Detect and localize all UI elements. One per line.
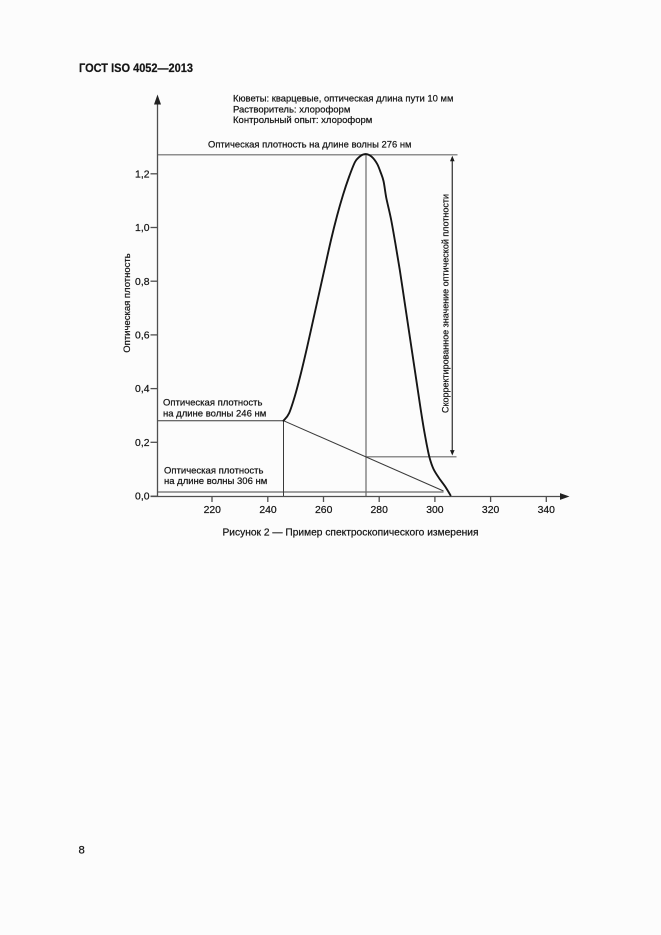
svg-text:Оптическая плотность: Оптическая плотность [164, 465, 263, 476]
svg-text:Оптическая плотность: Оптическая плотность [122, 253, 133, 352]
svg-text:ГОСТ ISO 4052—2013: ГОСТ ISO 4052—2013 [79, 61, 193, 75]
svg-text:300: 300 [426, 505, 444, 516]
svg-text:0,6: 0,6 [135, 331, 150, 342]
svg-text:Скорректированное значение опт: Скорректированное значение оптической пл… [441, 194, 452, 413]
svg-text:на длине волны 306 нм: на длине волны 306 нм [164, 476, 267, 487]
svg-text:320: 320 [482, 505, 500, 516]
svg-text:8: 8 [79, 844, 85, 856]
svg-text:Контрольный опыт: хлороформ: Контрольный опыт: хлороформ [233, 115, 372, 126]
svg-text:Оптическая плотность: Оптическая плотность [163, 397, 262, 408]
svg-text:1,0: 1,0 [135, 223, 150, 234]
svg-text:Рисунок 2 — Пример спектроскоп: Рисунок 2 — Пример спектроскопического и… [223, 528, 479, 539]
svg-text:0,4: 0,4 [135, 384, 150, 395]
svg-text:280: 280 [371, 505, 389, 516]
svg-text:Растворитель: хлороформ: Растворитель: хлороформ [233, 104, 350, 115]
svg-text:на длине волны 246 нм: на длине волны 246 нм [163, 408, 266, 419]
svg-text:0,8: 0,8 [135, 277, 150, 288]
svg-text:0,2: 0,2 [135, 438, 150, 449]
svg-text:1,2: 1,2 [135, 169, 150, 180]
svg-text:Кюветы: кварцевые, оптическая: Кюветы: кварцевые, оптическая длина пути… [233, 93, 454, 104]
svg-text:0,0: 0,0 [135, 492, 150, 503]
svg-text:220: 220 [204, 505, 222, 516]
svg-text:260: 260 [315, 505, 333, 516]
svg-text:240: 240 [259, 505, 277, 516]
svg-text:Оптическая плотность на длине: Оптическая плотность на длине волны 276 … [208, 139, 412, 150]
svg-text:340: 340 [538, 505, 556, 516]
